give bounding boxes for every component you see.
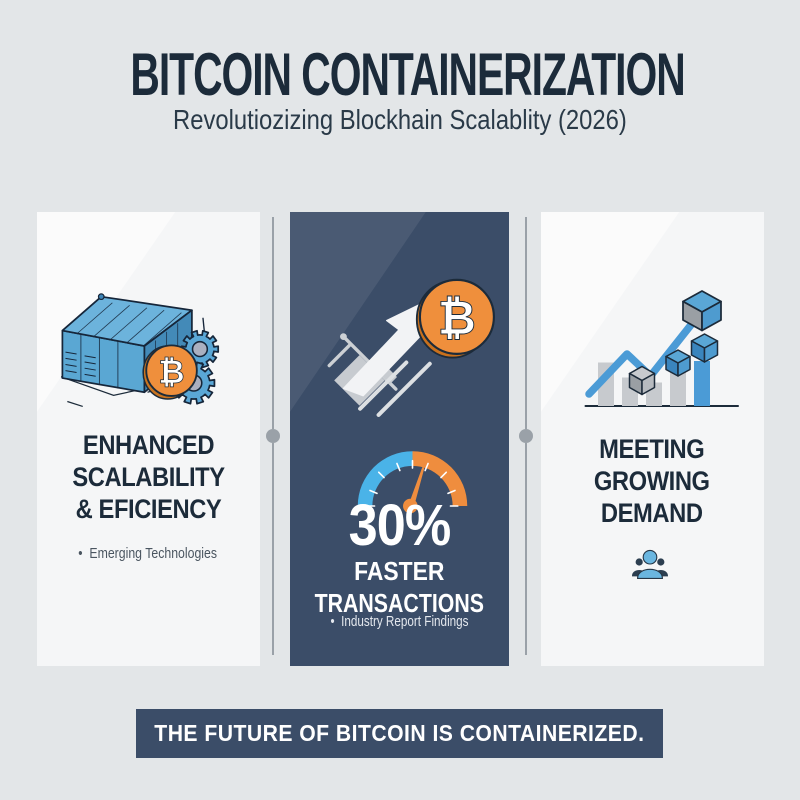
- svg-text:₿: ₿: [158, 354, 184, 390]
- svg-text:₿: ₿: [438, 292, 476, 344]
